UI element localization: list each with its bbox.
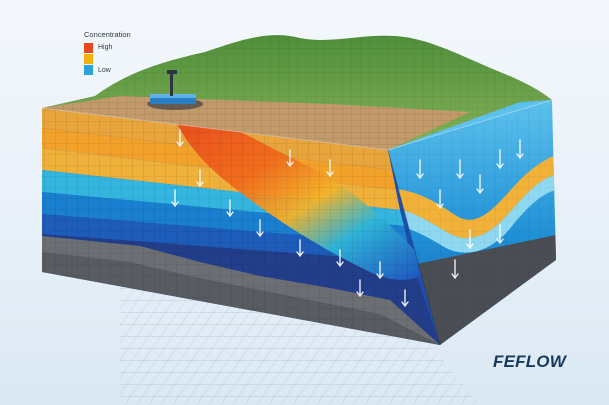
- feflow-logo: FEFLOW: [493, 352, 566, 371]
- legend-swatch-high: [84, 43, 93, 53]
- concentration-legend: Concentration High Low: [76, 30, 166, 84]
- legend-label-high: High: [98, 44, 113, 51]
- flow-arrow-icon: [171, 129, 524, 308]
- legend-swatch-mid: [84, 54, 93, 64]
- pumping-well-icon: [147, 70, 203, 110]
- legend-title: Concentration: [84, 30, 131, 39]
- legend-label-low: Low: [98, 67, 111, 74]
- legend-swatch-low: [84, 65, 93, 75]
